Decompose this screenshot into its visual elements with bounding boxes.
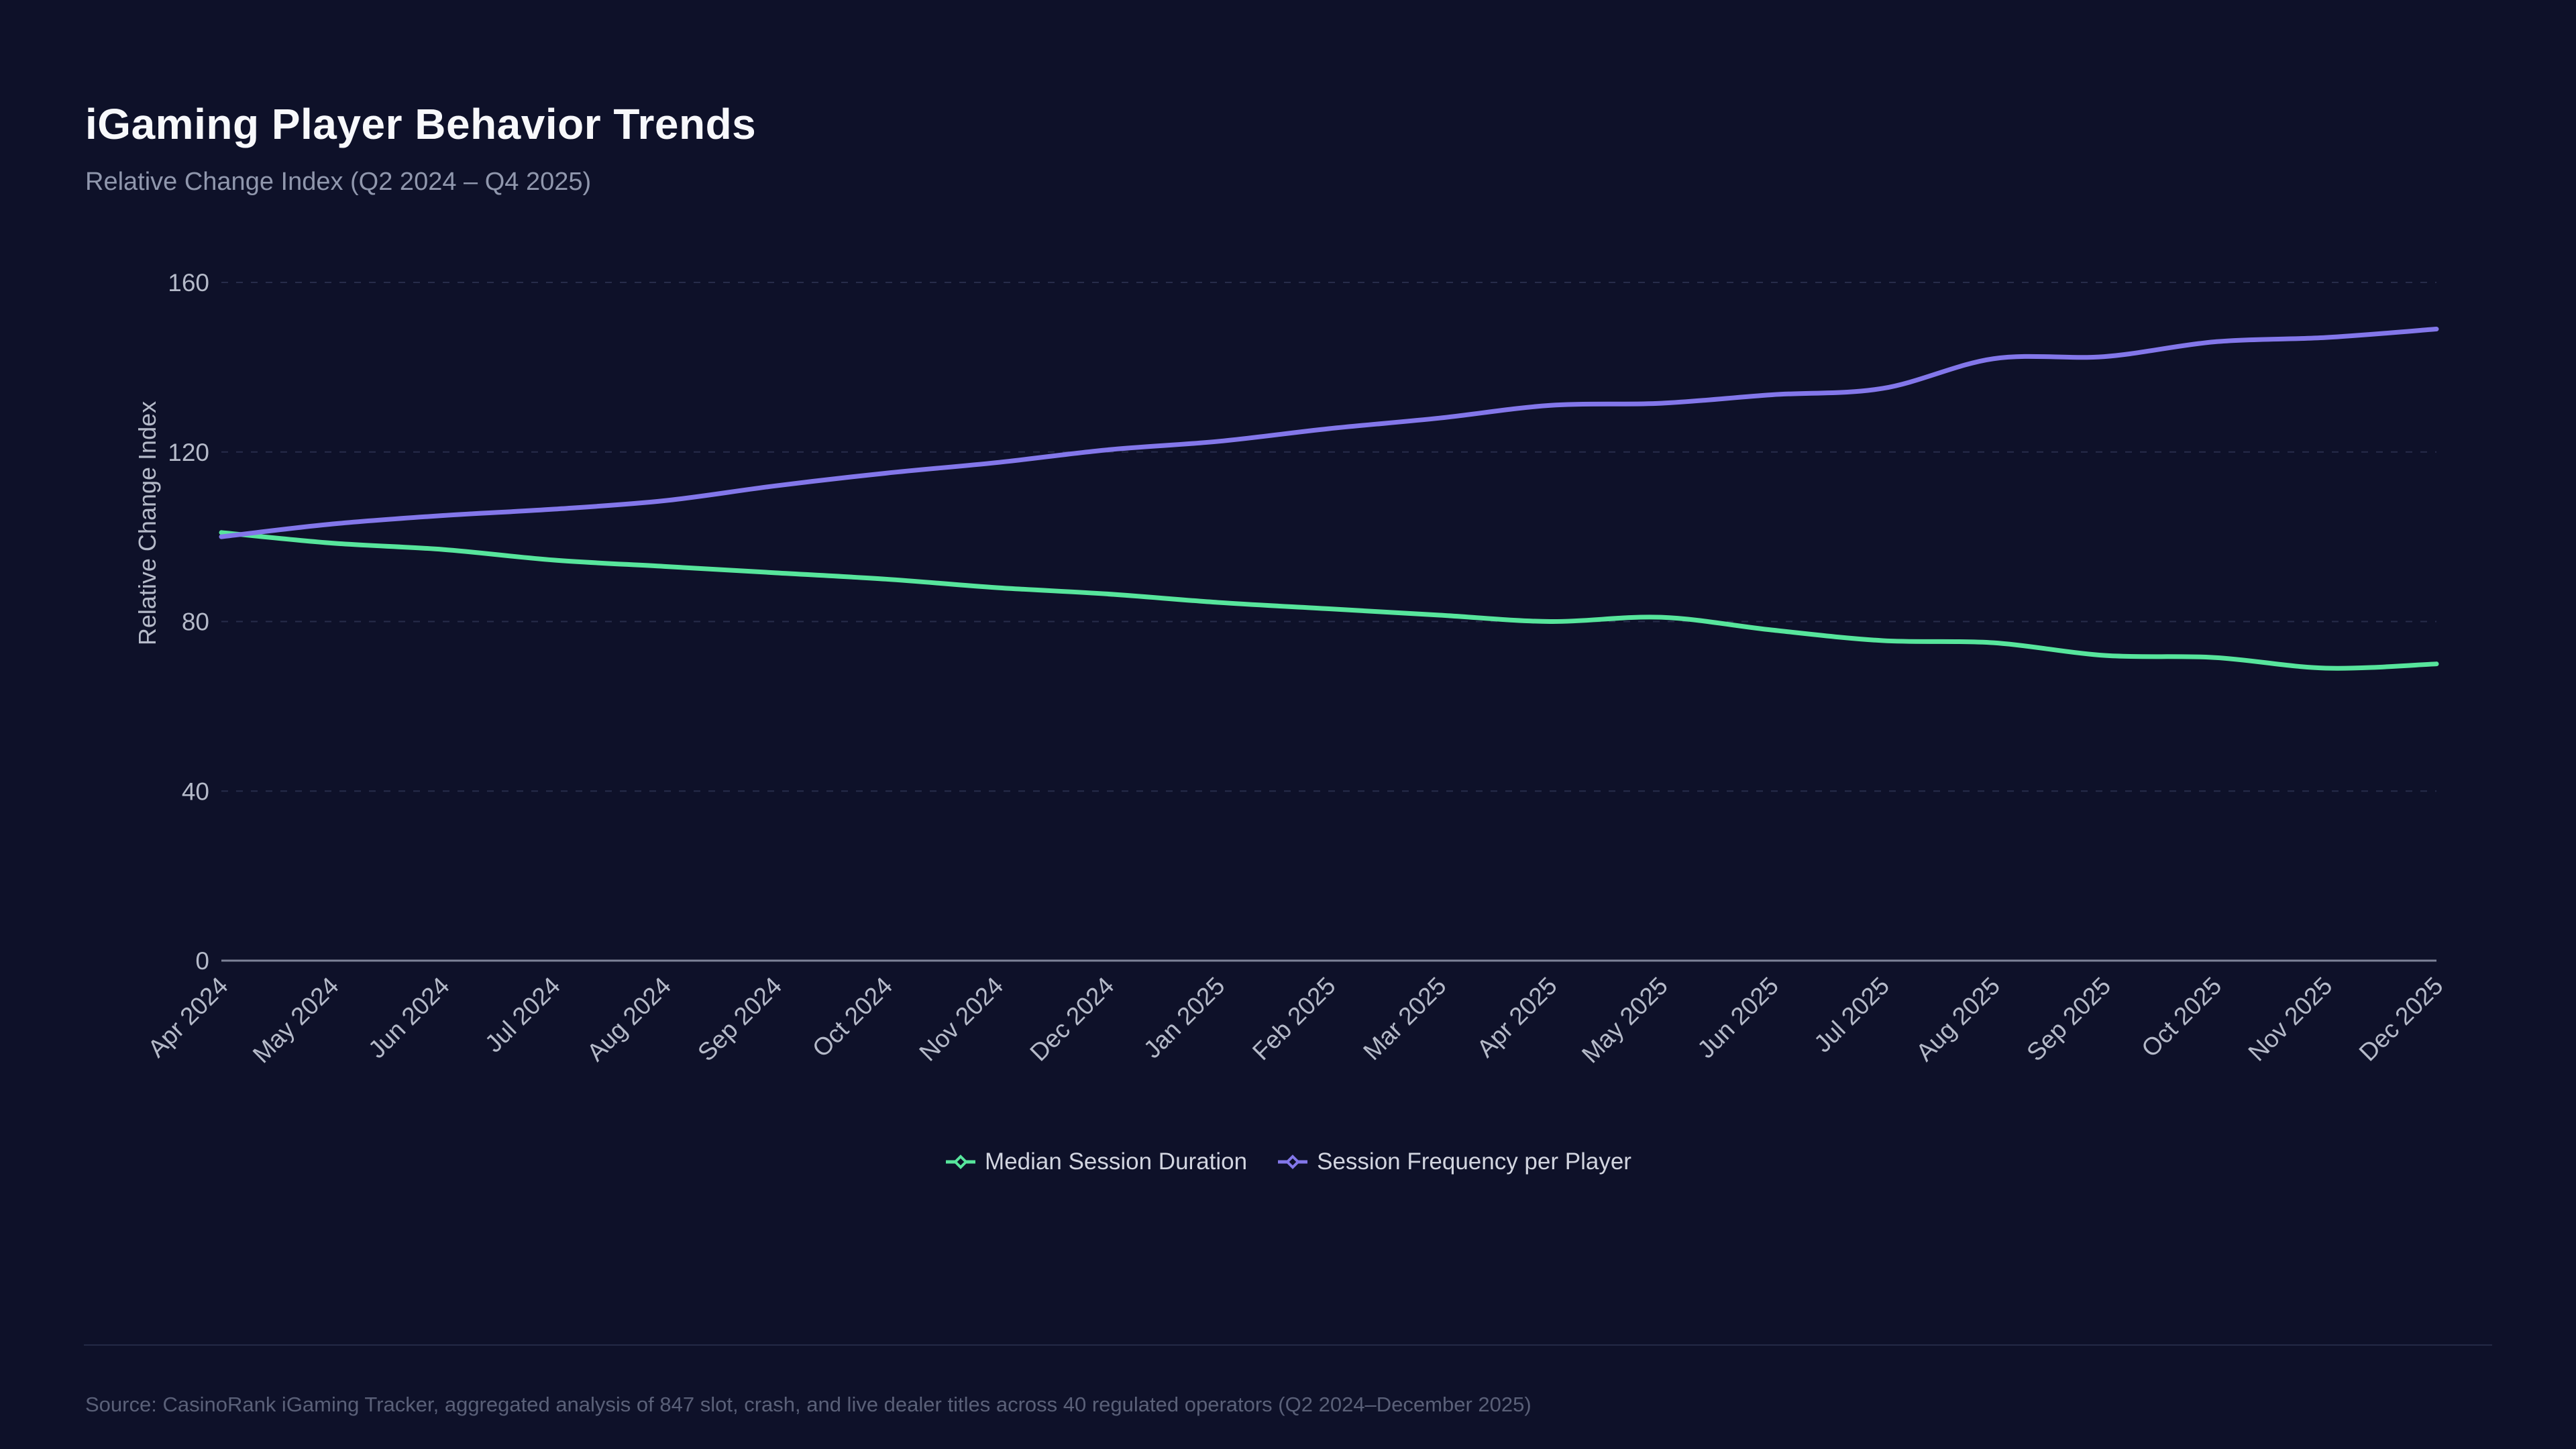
x-axis-tick-labels: Apr 2024 May 2024 Jun 2024 Jul 2024 Aug 2024… (142, 972, 2448, 1069)
legend-item-1[interactable]: Session Frequency per Player (1277, 1148, 1631, 1175)
source-note: Source: CasinoRank iGaming Tracker, aggr… (85, 1393, 1532, 1416)
x-tick-label: Jul 2025 (1809, 972, 1894, 1058)
x-tick-label: Jul 2024 (480, 972, 566, 1058)
footer-divider (84, 1344, 2492, 1346)
x-tick-label: Sep 2024 (692, 972, 787, 1067)
x-tick-label: Jun 2024 (363, 972, 455, 1064)
x-tick-label: Apr 2025 (1472, 972, 1562, 1063)
x-tick-label: Oct 2025 (2136, 972, 2226, 1063)
gridlines (221, 282, 2436, 792)
x-tick-label: Aug 2024 (582, 972, 676, 1067)
x-tick-label: Jan 2025 (1138, 972, 1230, 1064)
legend-item-0[interactable]: Median Session Duration (945, 1148, 1247, 1175)
chart-header: iGaming Player Behavior Trends Relative … (85, 99, 756, 197)
page-title: iGaming Player Behavior Trends (85, 100, 757, 148)
y-tick-label: 40 (182, 777, 209, 805)
x-tick-label: Apr 2024 (142, 972, 233, 1063)
x-tick-label: Nov 2025 (2243, 972, 2338, 1067)
x-tick-label: Jun 2025 (1692, 972, 1784, 1064)
legend-item-label: Median Session Duration (985, 1148, 1248, 1175)
x-tick-label: May 2025 (1576, 972, 1673, 1069)
x-tick-label: Aug 2025 (1911, 972, 2005, 1067)
x-tick-label: Nov 2024 (914, 972, 1008, 1067)
y-tick-label: 0 (195, 947, 209, 975)
chart-legend: Median Session Duration Session Frequenc… (0, 1148, 2576, 1175)
legend-marker-icon (946, 1155, 976, 1169)
x-tick-label: May 2024 (248, 972, 344, 1069)
page-subtitle: Relative Change Index (Q2 2024 – Q4 2025… (85, 168, 592, 196)
series-line-1 (219, 327, 2439, 539)
x-tick-label: Mar 2025 (1358, 972, 1452, 1066)
y-tick-label: 160 (168, 269, 209, 297)
legend-item-label: Session Frequency per Player (1317, 1148, 1631, 1175)
x-tick-label: Dec 2024 (1024, 972, 1119, 1067)
legend-marker-icon (1278, 1155, 1308, 1169)
y-tick-label: 120 (168, 439, 209, 466)
y-tick-label: 80 (182, 608, 209, 636)
x-tick-label: Oct 2024 (807, 972, 898, 1063)
series-line-0 (219, 530, 2439, 671)
y-axis-tick-labels: 0 40 80 120 160 (168, 269, 209, 975)
x-tick-label: Feb 2025 (1247, 972, 1341, 1066)
x-tick-label: Dec 2025 (2354, 972, 2449, 1067)
y-axis-title: Relative Change Index (133, 401, 161, 645)
x-tick-label: Sep 2025 (2021, 972, 2116, 1067)
